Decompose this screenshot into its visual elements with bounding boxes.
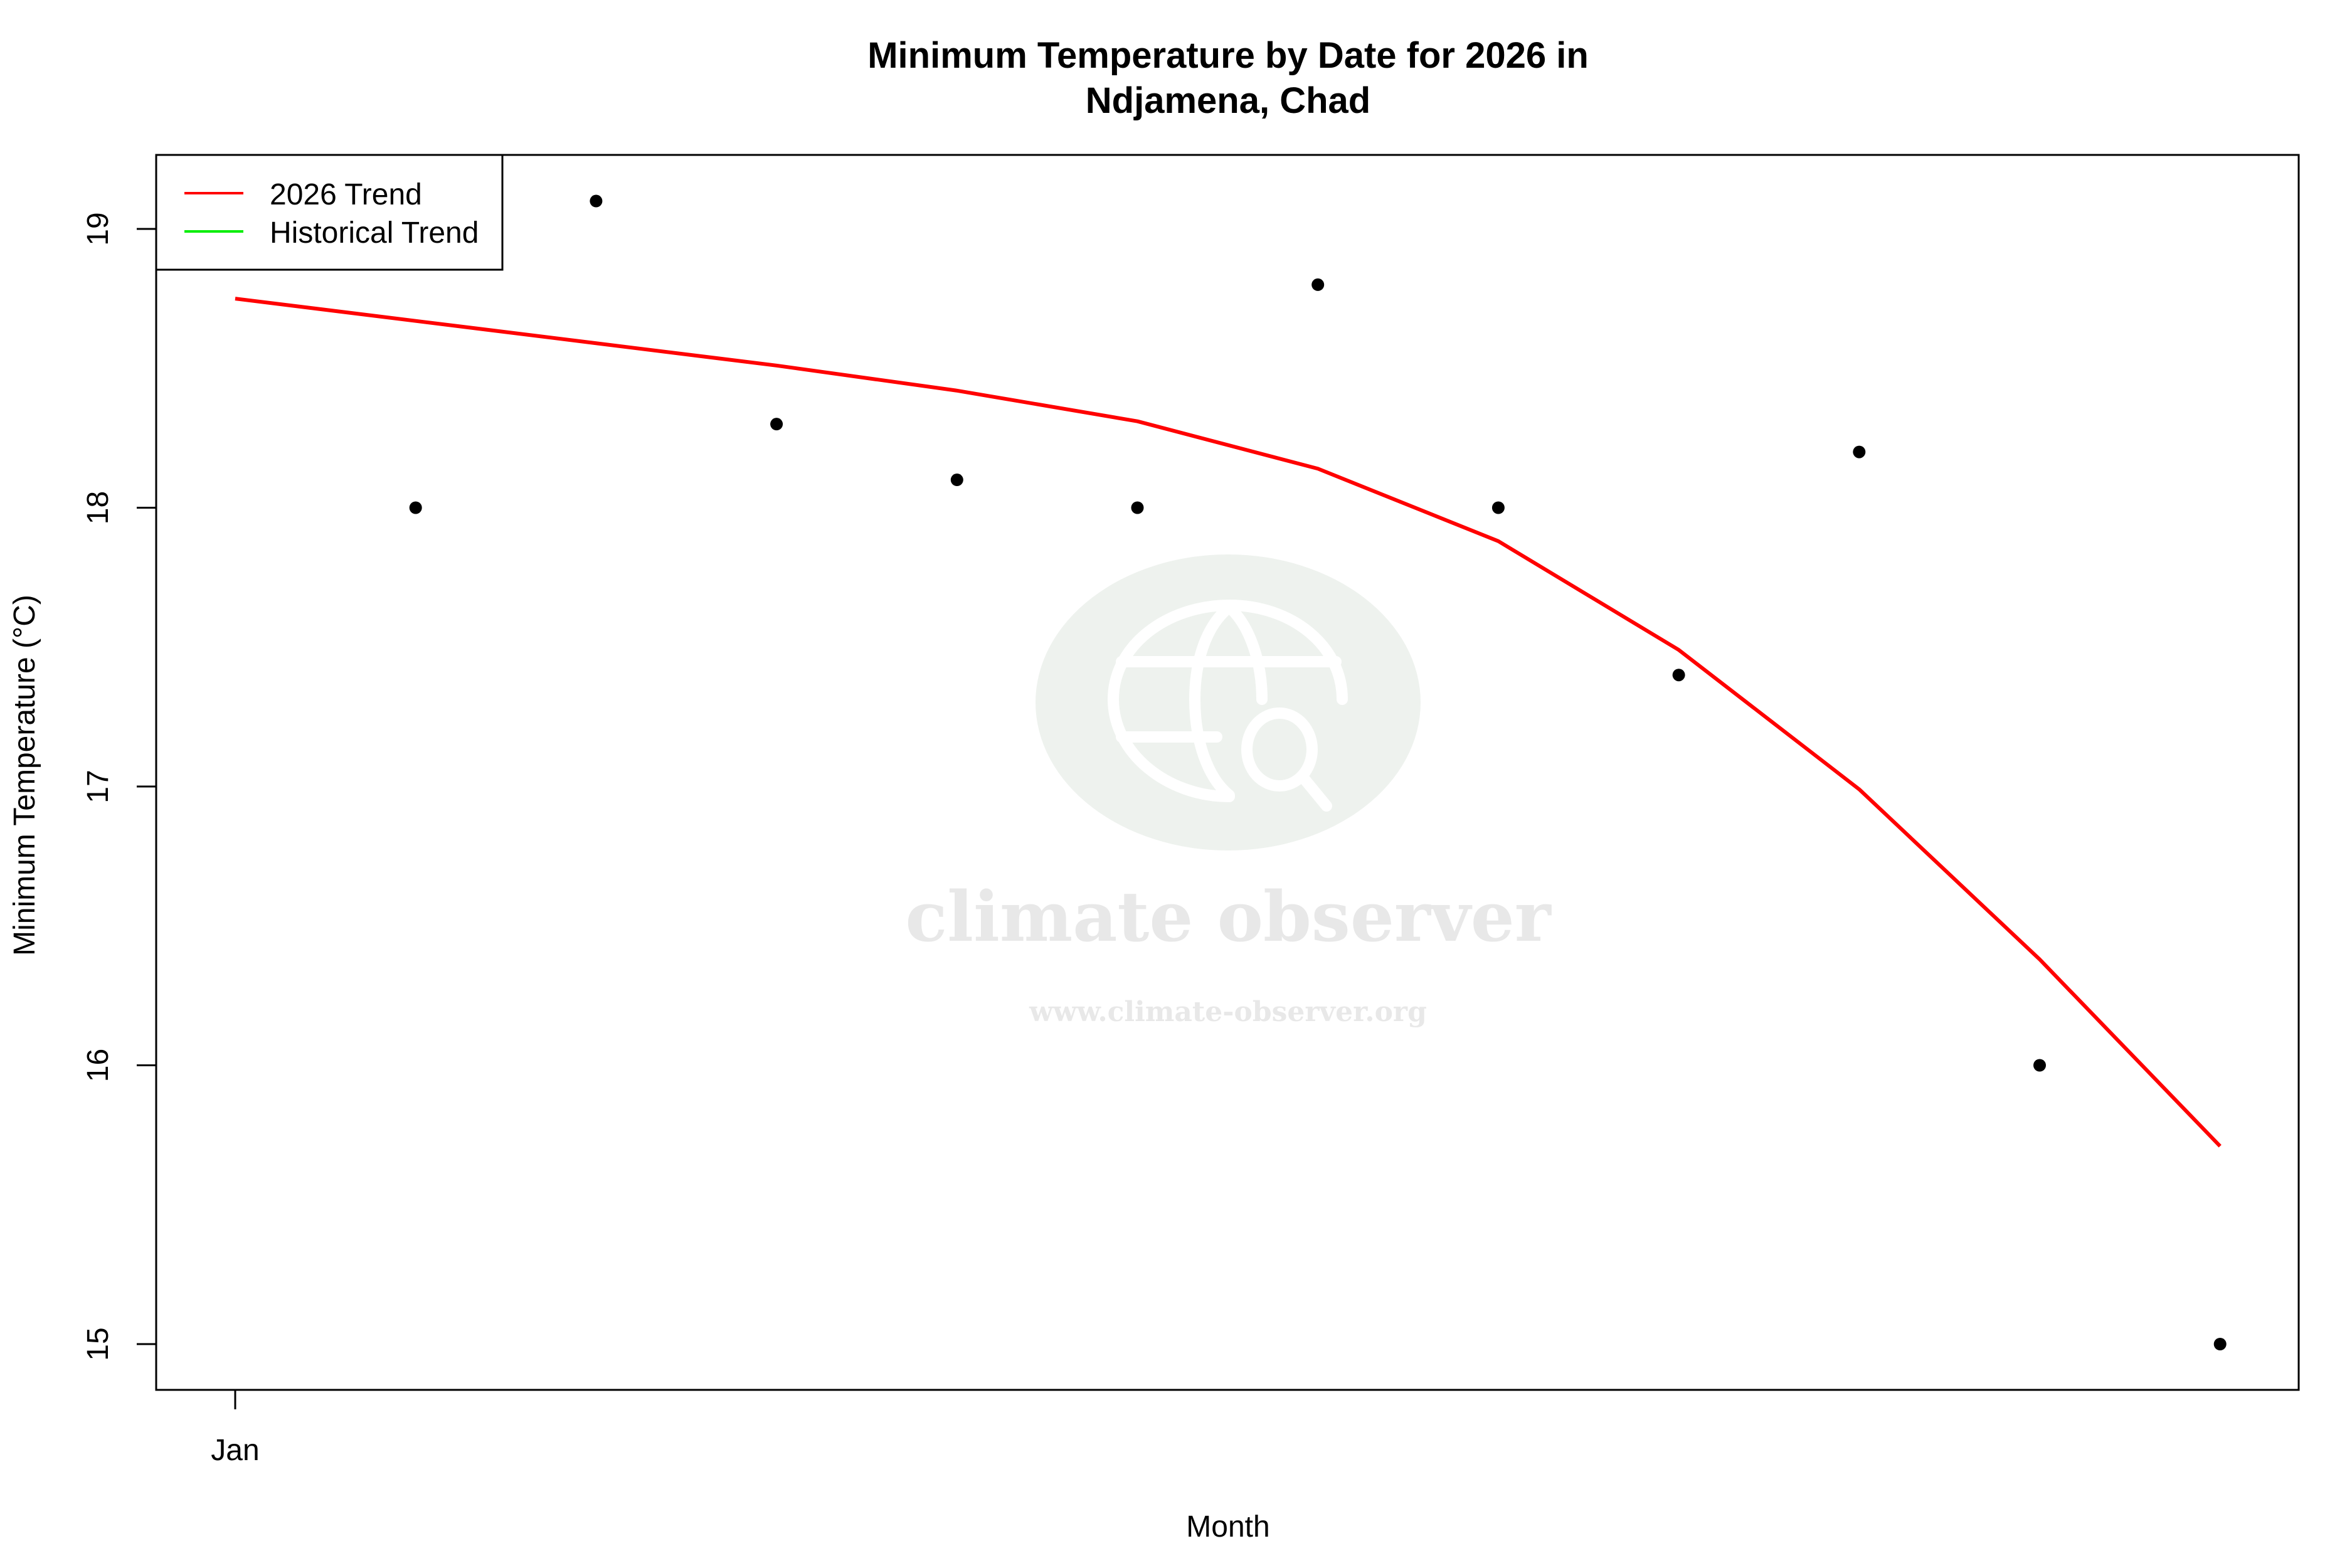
data-point xyxy=(2213,1338,2227,1350)
plot-frame xyxy=(155,154,2300,1391)
y-tick-label: 15 xyxy=(82,1327,115,1360)
watermark-badge xyxy=(1036,554,1421,850)
data-point xyxy=(1853,445,1866,458)
legend-label-2026-trend: 2026 Trend xyxy=(270,178,422,211)
data-point xyxy=(1311,278,1325,291)
y-tick-label: 18 xyxy=(82,491,115,524)
x-axis-label: Month xyxy=(1186,1510,1269,1544)
x-axis: Jan xyxy=(211,1390,260,1467)
watermark: climate observer www.climate-observer.or… xyxy=(905,554,1552,1028)
data-point xyxy=(1672,669,1685,682)
data-point xyxy=(950,474,963,487)
legend-box xyxy=(155,154,504,271)
legend: 2026 Trend Historical Trend xyxy=(155,154,504,271)
data-point xyxy=(409,501,422,514)
watermark-name: climate observer xyxy=(905,876,1552,957)
data-point xyxy=(590,194,603,208)
y-axis: 15 16 17 18 19 xyxy=(82,212,156,1361)
watermark-url: www.climate-observer.org xyxy=(1029,996,1427,1028)
data-point xyxy=(1131,501,1144,514)
data-points xyxy=(409,194,2227,1350)
trend-line-2026 xyxy=(235,297,2222,1148)
y-tick-label: 16 xyxy=(82,1049,115,1082)
x-tick-label: Jan xyxy=(211,1434,259,1467)
data-point xyxy=(770,418,783,431)
chart-subtitle: Ndjamena, Chad xyxy=(1086,80,1370,121)
y-axis-label: Minimum Temperature (°C) xyxy=(8,595,41,956)
y-tick-label: 19 xyxy=(82,212,115,245)
globe-search-icon xyxy=(1107,599,1348,812)
data-point xyxy=(2033,1059,2046,1072)
legend-label-historical-trend: Historical Trend xyxy=(270,216,479,250)
y-tick-label: 17 xyxy=(82,770,115,803)
chart-title: Minimum Temperature by Date for 2026 in xyxy=(867,35,1589,76)
data-point xyxy=(1491,501,1505,514)
